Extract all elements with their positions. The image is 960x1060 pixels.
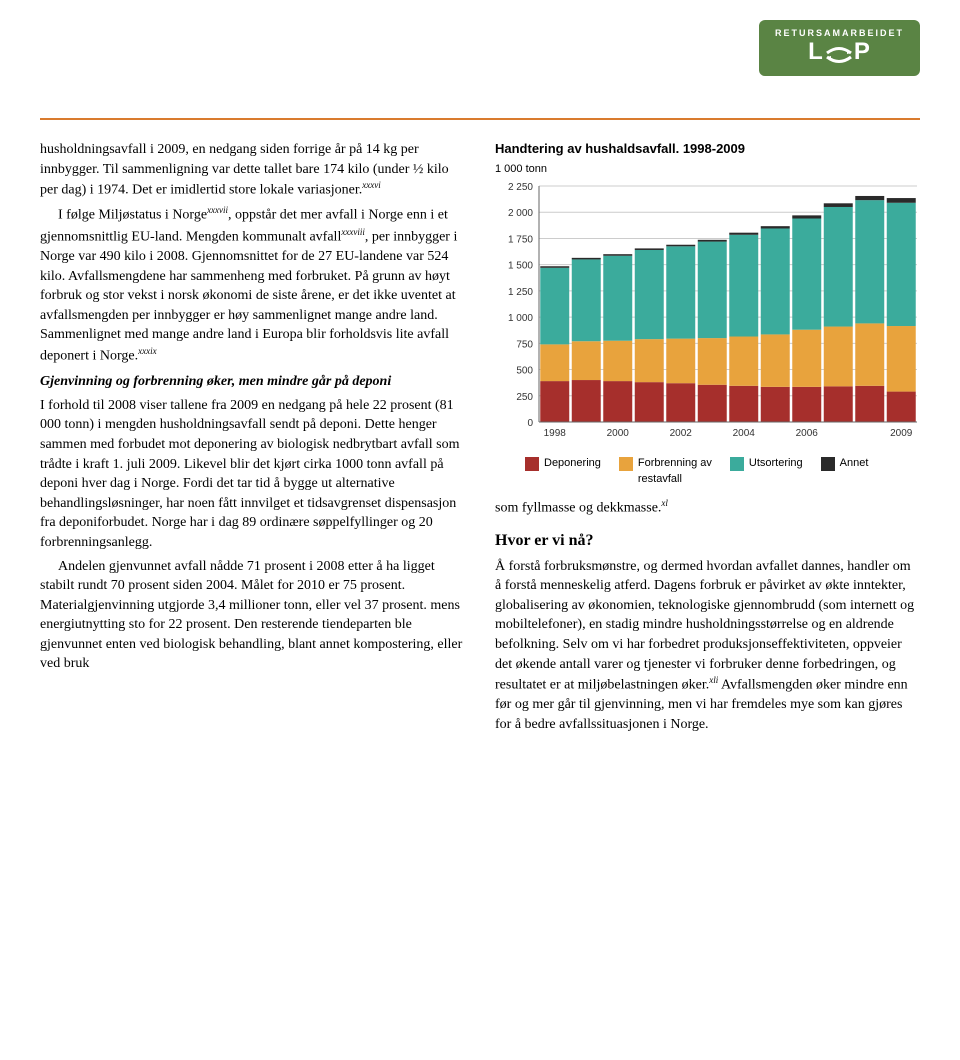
svg-text:1998: 1998 [544, 428, 567, 439]
svg-text:1 000: 1 000 [508, 313, 533, 324]
svg-text:1 250: 1 250 [508, 286, 533, 297]
recycle-arrows-icon [825, 43, 853, 61]
body-paragraph: I forhold til 2008 viser tallene fra 200… [40, 396, 465, 553]
legend-swatch [821, 457, 835, 471]
svg-text:2009: 2009 [890, 428, 913, 439]
legend-label: Utsortering [749, 456, 803, 471]
svg-text:1 500: 1 500 [508, 260, 533, 271]
left-column: husholdningsavfall i 2009, en nedgang si… [40, 140, 465, 739]
section-divider [40, 118, 920, 120]
legend-item: Annet [821, 456, 869, 487]
legend-swatch [730, 457, 744, 471]
legend-item: Deponering [525, 456, 601, 487]
legend-label: Forbrenning av restavfall [638, 456, 712, 487]
section-heading: Hvor er vi nå? [495, 530, 920, 552]
svg-text:1 750: 1 750 [508, 234, 533, 245]
svg-text:0: 0 [527, 418, 533, 429]
svg-text:2 250: 2 250 [508, 182, 533, 193]
main-content: husholdningsavfall i 2009, en nedgang si… [40, 140, 920, 739]
waste-chart: Handtering av hushaldsavfall. 1998-2009 … [495, 140, 920, 487]
svg-text:750: 750 [516, 339, 533, 350]
body-paragraph: husholdningsavfall i 2009, en nedgang si… [40, 140, 465, 200]
legend-swatch [525, 457, 539, 471]
legend-label: Annet [840, 456, 869, 471]
logo-wordmark: L P [775, 38, 904, 66]
chart-ylabel: 1 000 tonn [495, 162, 920, 177]
logo-badge: RETURSAMARBEIDET L P [759, 20, 920, 76]
legend-item: Forbrenning av restavfall [619, 456, 712, 487]
body-paragraph: I følge Miljøstatus i Norgexxxvii, oppst… [40, 204, 465, 366]
body-paragraph: som fyllmasse og dekkmasse.xl [495, 497, 920, 518]
legend-swatch [619, 457, 633, 471]
logo-letter-l: L [808, 38, 824, 66]
svg-text:250: 250 [516, 391, 533, 402]
logo-tagline: RETURSAMARBEIDET [775, 28, 904, 38]
body-paragraph: Å forstå forbruksmønstre, og dermed hvor… [495, 557, 920, 735]
svg-text:500: 500 [516, 365, 533, 376]
legend-item: Utsortering [730, 456, 803, 487]
sub-heading: Gjenvinning og forbrenning øker, men min… [40, 372, 465, 392]
logo-letter-p: P [854, 38, 871, 66]
chart-legend: Deponering Forbrenning av restavfall Utsor… [495, 456, 920, 487]
svg-text:2 000: 2 000 [508, 208, 533, 219]
right-column: Handtering av hushaldsavfall. 1998-2009 … [495, 140, 920, 739]
svg-text:2002: 2002 [670, 428, 693, 439]
body-paragraph: Andelen gjenvunnet avfall nådde 71 prose… [40, 557, 465, 675]
chart-title: Handtering av hushaldsavfall. 1998-2009 [495, 140, 920, 158]
svg-text:2006: 2006 [796, 428, 819, 439]
chart-svg: 0 250 500 750 1 000 1 250 1 500 1 750 2 000 2 250… [495, 182, 920, 442]
legend-label: Deponering [544, 456, 601, 471]
svg-text:2000: 2000 [607, 428, 630, 439]
svg-text:2004: 2004 [733, 428, 756, 439]
